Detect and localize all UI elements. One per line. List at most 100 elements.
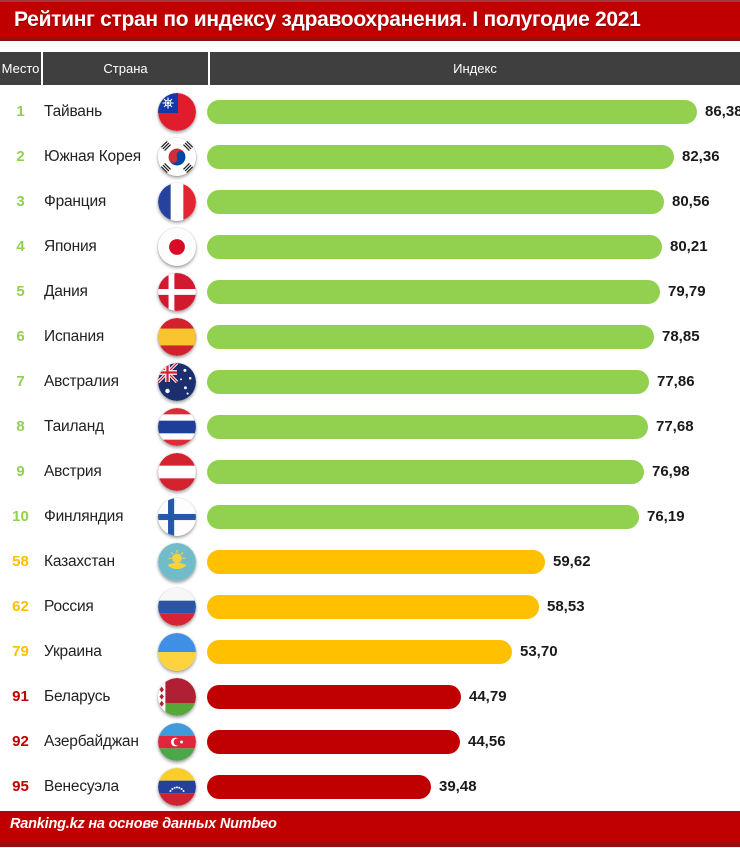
- country-cell: Франция: [41, 179, 207, 224]
- index-value: 80,56: [672, 193, 710, 210]
- index-value: 53,70: [520, 643, 558, 660]
- flag-denmark-icon: [158, 272, 196, 311]
- index-value: 76,19: [647, 508, 685, 525]
- index-value: 82,36: [682, 148, 720, 165]
- column-header-index: Индекс: [210, 52, 740, 85]
- country-cell: Южная Корея: [41, 134, 207, 179]
- country-cell: Таиланд: [41, 404, 207, 449]
- ranking-rows: 1 Тайвань 86,38 2 Южная Корея 82,36 3 Франция…: [0, 85, 740, 809]
- table-row: 1 Тайвань 86,38: [0, 89, 740, 134]
- flag-venezuela-icon: [158, 767, 196, 806]
- column-header-rank: Место: [0, 52, 41, 85]
- rank-cell: 91: [12, 688, 29, 705]
- country-name: Австралия: [44, 372, 119, 390]
- table-row: 58 Казахстан 59,62: [0, 539, 740, 584]
- flag-southkorea-icon: [158, 137, 196, 176]
- table-row: 95 Венесуэла 39,48: [0, 764, 740, 809]
- index-bar-cell: 44,79: [207, 684, 740, 709]
- flag-ukraine-icon: [158, 632, 196, 671]
- index-value: 79,79: [668, 283, 706, 300]
- rank-cell: 10: [12, 508, 29, 525]
- index-bar: [207, 729, 460, 754]
- index-bar-cell: 59,62: [207, 549, 740, 574]
- index-value: 77,68: [656, 418, 694, 435]
- index-bar-cell: 77,86: [207, 369, 740, 394]
- country-cell: Украина: [41, 629, 207, 674]
- table-row: 91 Беларусь 44,79: [0, 674, 740, 719]
- rank-cell: 79: [12, 643, 29, 660]
- index-bar: [207, 414, 648, 439]
- table-row: 2 Южная Корея 82,36: [0, 134, 740, 179]
- source-text: Ranking.kz на основе данных Numbeo: [10, 815, 277, 832]
- index-bar-cell: 53,70: [207, 639, 740, 664]
- country-cell: Азербайджан: [41, 719, 207, 764]
- country-cell: Тайвань: [41, 89, 207, 134]
- table-header: Место Страна Индекс: [0, 52, 740, 85]
- index-bar-cell: 76,19: [207, 504, 740, 529]
- rank-cell: 2: [16, 148, 25, 165]
- title-banner: Рейтинг стран по индексу здравоохранения…: [0, 0, 740, 41]
- rank-cell: 9: [16, 463, 25, 480]
- country-name: Казахстан: [44, 552, 115, 570]
- country-cell: Дания: [41, 269, 207, 314]
- index-bar-cell: 44,56: [207, 729, 740, 754]
- country-name: Франция: [44, 192, 107, 210]
- rank-cell: 4: [16, 238, 25, 255]
- index-value: 86,38: [705, 103, 740, 120]
- flag-kazakhstan-icon: [158, 542, 196, 581]
- country-cell: Беларусь: [41, 674, 207, 719]
- rank-cell: 3: [16, 193, 25, 210]
- country-name: Южная Корея: [44, 147, 141, 165]
- flag-austria-icon: [158, 452, 196, 491]
- index-bar: [207, 324, 654, 349]
- table-row: 8 Таиланд 77,68: [0, 404, 740, 449]
- rank-cell: 5: [16, 283, 25, 300]
- country-name: Беларусь: [44, 687, 111, 705]
- index-bar: [207, 189, 664, 214]
- rank-cell: 7: [16, 373, 25, 390]
- rank-cell: 6: [16, 328, 25, 345]
- country-name: Венесуэла: [44, 777, 119, 795]
- index-value: 44,79: [469, 688, 507, 705]
- index-bar-cell: 58,53: [207, 594, 740, 619]
- index-bar-cell: 80,56: [207, 189, 740, 214]
- country-cell: Испания: [41, 314, 207, 359]
- page-title: Рейтинг стран по индексу здравоохранения…: [14, 8, 641, 31]
- table-row: 3 Франция 80,56: [0, 179, 740, 224]
- country-name: Финляндия: [44, 507, 124, 525]
- column-header-country: Страна: [43, 52, 208, 85]
- flag-thailand-icon: [158, 407, 196, 446]
- rank-cell: 95: [12, 778, 29, 795]
- country-name: Испания: [44, 327, 105, 345]
- table-row: 79 Украина 53,70: [0, 629, 740, 674]
- index-bar: [207, 234, 662, 259]
- index-bar: [207, 99, 697, 124]
- index-bar-cell: 79,79: [207, 279, 740, 304]
- country-cell: Венесуэла: [41, 764, 207, 809]
- country-name: Австрия: [44, 462, 102, 480]
- index-bar: [207, 459, 644, 484]
- index-value: 58,53: [547, 598, 585, 615]
- country-name: Тайвань: [44, 102, 102, 120]
- flag-belarus-icon: [158, 677, 196, 716]
- index-bar-cell: 86,38: [207, 99, 740, 124]
- index-bar-cell: 80,21: [207, 234, 740, 259]
- index-bar: [207, 144, 674, 169]
- index-value: 80,21: [670, 238, 708, 255]
- index-value: 44,56: [468, 733, 506, 750]
- index-bar: [207, 774, 431, 799]
- index-bar: [207, 594, 539, 619]
- index-value: 78,85: [662, 328, 700, 345]
- country-name: Украина: [44, 642, 102, 660]
- table-row: 7 Австралия 77,86: [0, 359, 740, 404]
- index-bar: [207, 549, 545, 574]
- table-row: 4 Япония 80,21: [0, 224, 740, 269]
- flag-japan-icon: [158, 227, 196, 266]
- rank-cell: 8: [16, 418, 25, 435]
- flag-finland-icon: [158, 497, 196, 536]
- country-name: Таиланд: [44, 417, 104, 435]
- flag-france-icon: [158, 182, 196, 221]
- flag-spain-icon: [158, 317, 196, 356]
- country-cell: Финляндия: [41, 494, 207, 539]
- country-cell: Австрия: [41, 449, 207, 494]
